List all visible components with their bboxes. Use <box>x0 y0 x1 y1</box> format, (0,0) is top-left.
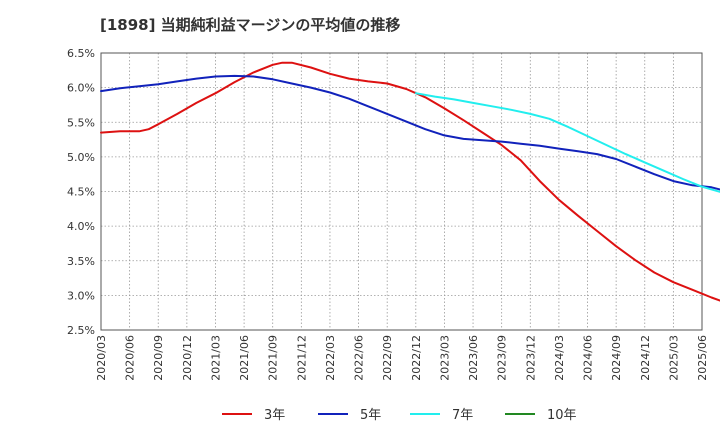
y-axis-ticks: 2.5% 3.0% 3.5% 4.0% 4.5% 5.0% 5.5% 6.0% 6.5% <box>67 47 95 337</box>
x-tick-label: 2024/03 <box>553 335 566 381</box>
legend-label-2: 5年 <box>360 408 381 423</box>
x-tick-label: 2021/12 <box>295 335 308 381</box>
y-tick-label: 4.0% <box>67 220 95 233</box>
x-tick-label: 2020/12 <box>181 335 194 381</box>
x-tick-label: 2023/06 <box>467 335 480 381</box>
y-tick-label: 3.5% <box>67 255 95 268</box>
x-tick-label: 2020/06 <box>124 335 137 381</box>
x-tick-label: 2024/09 <box>610 335 623 381</box>
x-tick-label: 2025/03 <box>667 335 680 381</box>
x-tick-label: 2022/09 <box>381 335 394 381</box>
series <box>100 61 720 302</box>
x-tick-label: 2023/12 <box>524 335 537 381</box>
y-tick-label: 6.0% <box>67 82 95 95</box>
legend: 3年 5年 7年 10年 <box>222 408 577 423</box>
y-tick-label: 5.5% <box>67 116 95 129</box>
x-tick-label: 2022/06 <box>353 335 366 381</box>
grid <box>100 52 703 331</box>
series-line-3 <box>414 92 720 193</box>
y-tick-label: 5.0% <box>67 151 95 164</box>
series-line-1 <box>100 61 720 302</box>
x-tick-label: 2024/12 <box>639 335 652 381</box>
chart-title: [1898] 当期純利益マージンの平均値の推移 <box>100 16 401 34</box>
x-tick-label: 2020/03 <box>95 335 108 381</box>
x-tick-label: 2023/03 <box>438 335 451 381</box>
x-tick-label: 2021/03 <box>209 335 222 381</box>
y-tick-label: 2.5% <box>67 324 95 337</box>
legend-label-3: 7年 <box>452 408 473 423</box>
x-tick-label: 2023/09 <box>496 335 509 381</box>
x-tick-label: 2024/06 <box>582 335 595 381</box>
y-tick-label: 6.5% <box>67 47 95 60</box>
x-tick-label: 2022/12 <box>410 335 423 381</box>
y-tick-label: 4.5% <box>67 186 95 199</box>
legend-label-1: 3年 <box>264 408 285 423</box>
plot-frame <box>100 52 703 331</box>
x-tick-label: 2022/03 <box>324 335 337 381</box>
x-tick-label: 2021/09 <box>267 335 280 381</box>
x-tick-label: 2021/06 <box>238 335 251 381</box>
y-tick-label: 3.0% <box>67 289 95 302</box>
legend-label-4: 10年 <box>547 408 577 423</box>
x-tick-label: 2025/06 <box>696 335 709 381</box>
series-line-2 <box>100 74 720 191</box>
x-tick-label: 2020/09 <box>152 335 165 381</box>
x-axis-ticks: 2020/03 2020/06 2020/09 2020/12 2021/03 2021/… <box>95 335 709 381</box>
